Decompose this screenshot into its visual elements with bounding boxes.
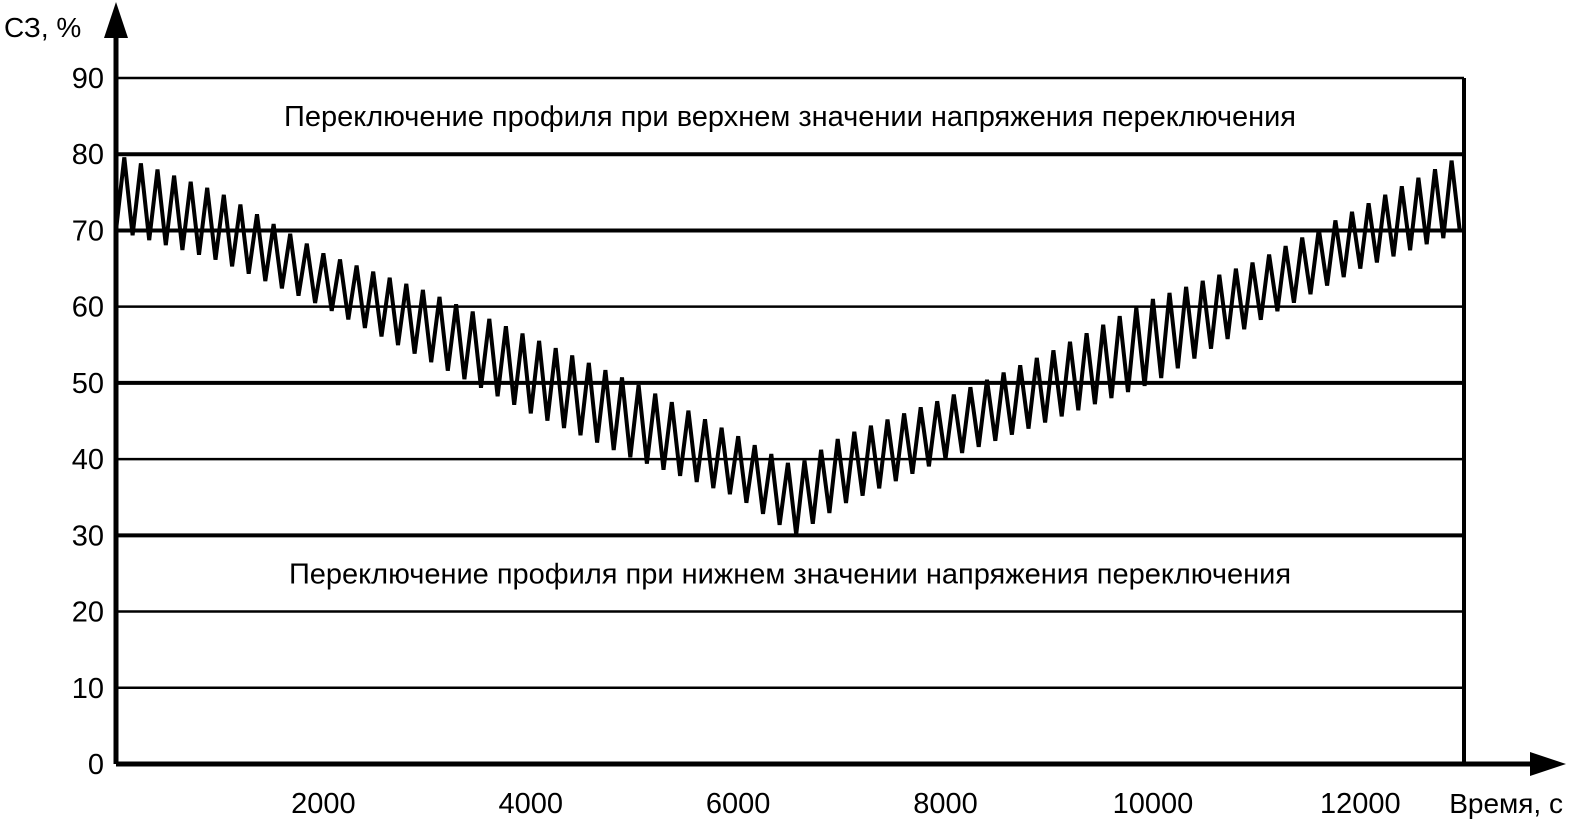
y-tick-label-10: 10 — [72, 673, 104, 705]
x-tick-label-4000: 4000 — [499, 788, 564, 820]
y-tick-labels: 0 10 20 30 40 50 60 70 80 90 — [72, 63, 104, 781]
series-line — [114, 157, 1462, 535]
x-tick-labels: 2000 4000 6000 8000 10000 12000 — [291, 788, 1401, 820]
x-axis-title: Время, с — [1449, 788, 1563, 819]
annotation-upper: Переключение профиля при верхнем значени… — [284, 101, 1296, 133]
x-axis-arrow — [1530, 752, 1566, 776]
y-tick-label-20: 20 — [72, 597, 104, 629]
y-axis-arrow — [104, 2, 128, 38]
axes — [104, 2, 1566, 776]
y-tick-label-90: 90 — [72, 63, 104, 95]
x-tick-label-2000: 2000 — [291, 788, 356, 820]
x-tick-label-8000: 8000 — [913, 788, 978, 820]
x-tick-label-10000: 10000 — [1113, 788, 1194, 820]
x-tick-label-12000: 12000 — [1320, 788, 1401, 820]
y-tick-label-50: 50 — [72, 368, 104, 400]
y-axis-title: СЗ, % — [4, 12, 81, 43]
data-layer — [114, 157, 1462, 535]
y-tick-label-70: 70 — [72, 215, 104, 247]
annotation-lower: Переключение профиля при нижнем значении… — [289, 558, 1291, 590]
grid — [116, 76, 1464, 690]
y-tick-label-30: 30 — [72, 520, 104, 552]
y-tick-label-80: 80 — [72, 139, 104, 171]
y-tick-label-0: 0 — [88, 749, 104, 781]
y-tick-label-40: 40 — [72, 444, 104, 476]
x-tick-label-6000: 6000 — [706, 788, 771, 820]
y-tick-label-60: 60 — [72, 292, 104, 324]
